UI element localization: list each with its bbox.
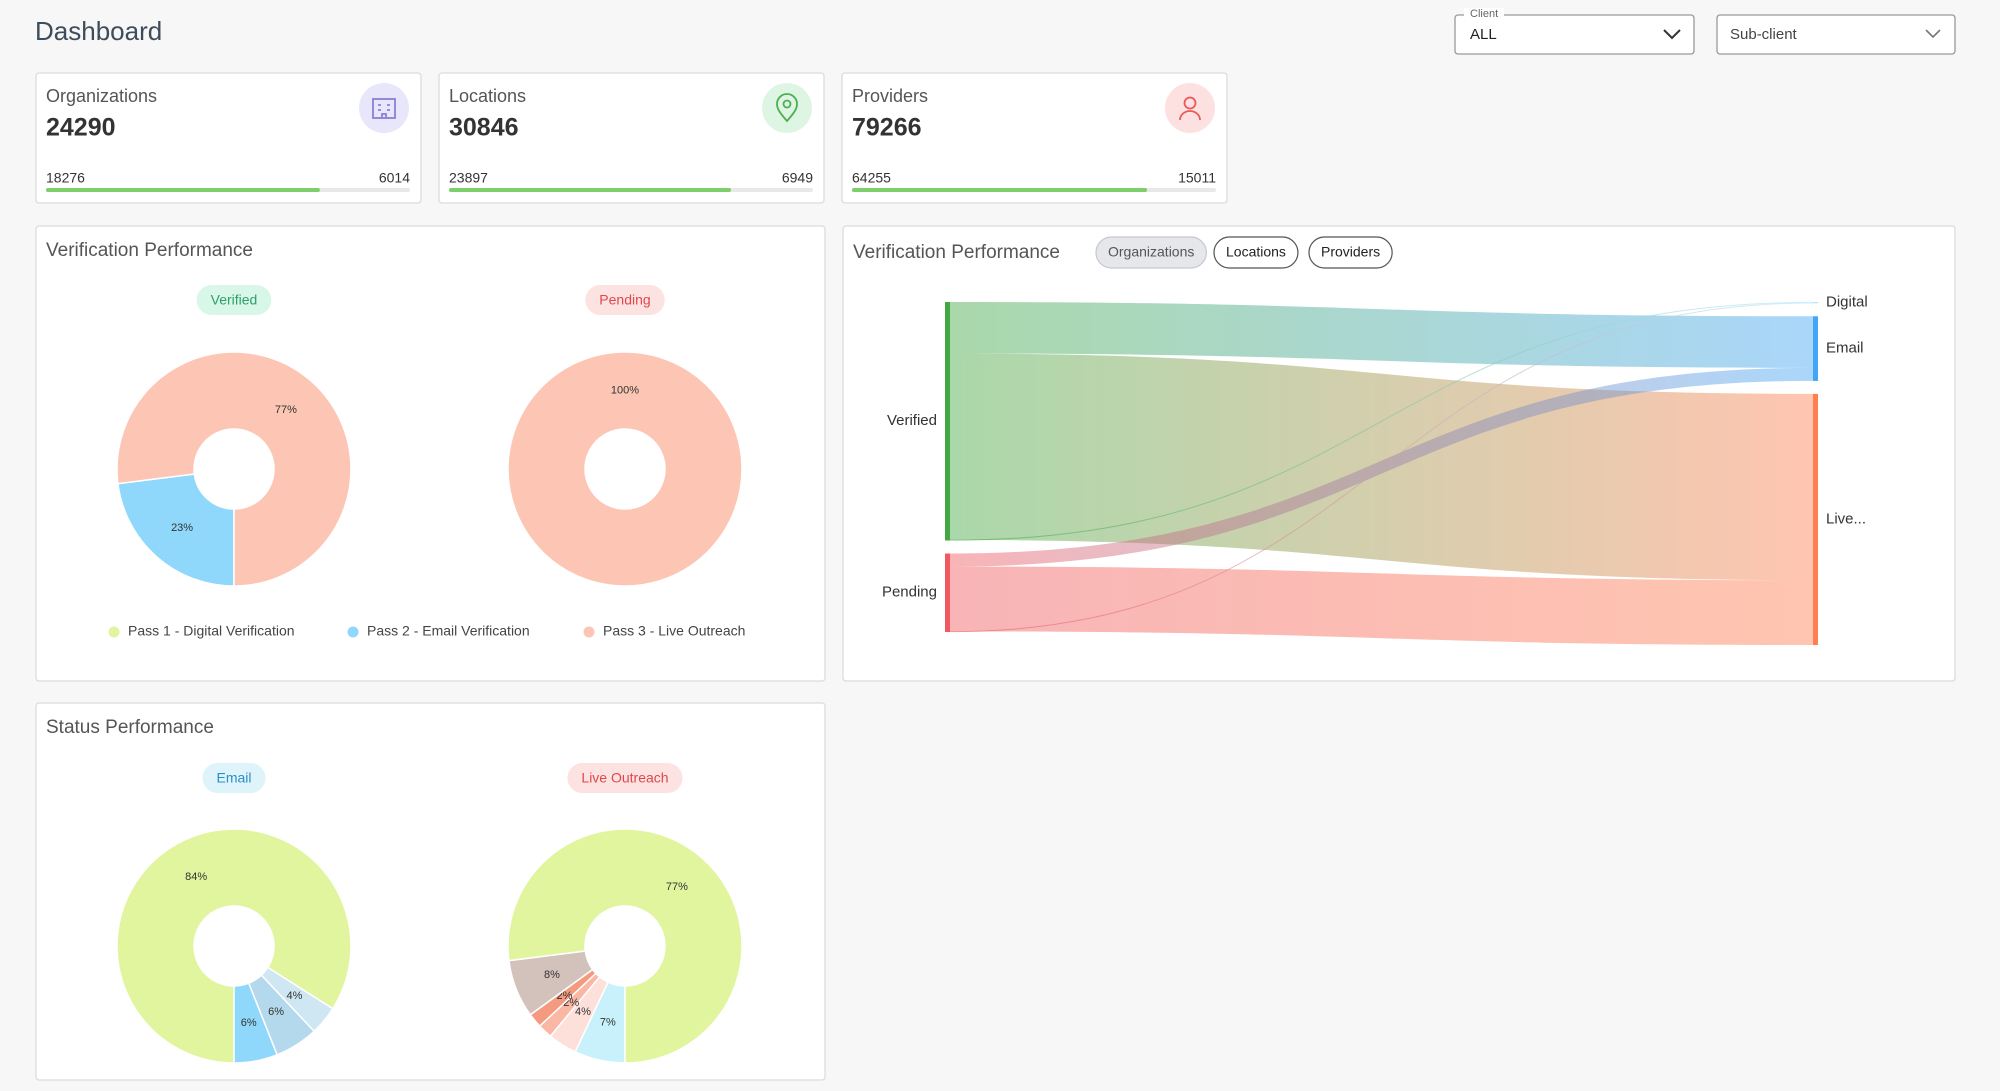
badge: [196, 285, 272, 315]
node-label: Verified: [887, 412, 937, 429]
pie-slice: [116, 351, 352, 587]
pie-label: 77%: [275, 404, 297, 416]
badge-label: Live Outreach: [581, 770, 668, 786]
chevron: [1925, 29, 1941, 39]
sankey-node: [1813, 302, 1818, 304]
kpi-pending: 15011: [1178, 170, 1216, 186]
kpi-icon-bg: [359, 83, 409, 133]
kpi-icon: [372, 98, 396, 119]
pie-label: 77%: [666, 881, 688, 893]
kpi-label: Locations: [449, 86, 526, 106]
badge-label: Email: [216, 770, 251, 786]
node-label: Pending: [882, 584, 937, 601]
sankey-node: [945, 553, 950, 632]
kpi-value: 30846: [449, 114, 519, 142]
legend-label: Pass 3 - Live Outreach: [603, 623, 745, 639]
icon-part: [776, 93, 798, 123]
tab[interactable]: Providers: [1308, 236, 1393, 269]
sankey-node: [945, 302, 950, 541]
subclient-select[interactable]: Sub-client: [1716, 14, 1956, 55]
progress-fill: [852, 188, 1148, 192]
progress-fill: [449, 188, 731, 192]
select-label: Client: [1470, 8, 1498, 20]
legend-label: Pass 1 - Digital Verification: [128, 623, 295, 639]
pie-label: 4%: [575, 1006, 591, 1018]
kpi-pending: 6014: [379, 170, 410, 186]
badge-label: Verified: [211, 292, 258, 308]
sankey-link: [950, 566, 1813, 645]
kpi-card: [841, 72, 1228, 204]
chevron: [1663, 29, 1681, 40]
node-label: Live...: [1826, 510, 1866, 527]
page-title: Dashboard: [35, 16, 162, 46]
pie-slice: [233, 982, 279, 1064]
select-box[interactable]: [1716, 14, 1956, 55]
sankey-link: [950, 302, 1813, 368]
kpi-pending: 6949: [782, 170, 813, 186]
icon-part: [378, 104, 390, 118]
pie-label: 6%: [241, 1017, 257, 1029]
card-title: Verification Performance: [853, 242, 1060, 263]
kpi-verified: 18276: [46, 170, 85, 186]
kpi-icon: [776, 93, 798, 123]
badge: [585, 285, 665, 315]
pie-label: 4%: [287, 990, 303, 1002]
icon-part: [1179, 110, 1201, 121]
links: [949, 301, 1814, 645]
sankey-link: [949, 301, 1814, 541]
pie-slice: [117, 473, 235, 587]
pie-label: 7%: [600, 1017, 616, 1029]
icon-part: [1183, 96, 1197, 110]
tab-label[interactable]: Providers: [1321, 244, 1380, 260]
card-title: Verification Performance: [46, 240, 253, 261]
pie-label: 100%: [611, 384, 639, 396]
kpi-value: 24290: [46, 114, 116, 142]
node-label: Email: [1826, 340, 1864, 357]
legend-swatch: [347, 626, 359, 638]
pie-slice: [116, 828, 352, 1064]
label-gap: [1464, 8, 1504, 20]
select-value: ALL: [1470, 26, 1497, 43]
kpi-icon: [1179, 96, 1201, 121]
icon-part: [782, 99, 792, 109]
legend-swatch: [108, 626, 120, 638]
tab[interactable]: Locations: [1213, 236, 1299, 269]
tab-pill[interactable]: [1095, 236, 1207, 269]
progress-fill: [46, 188, 320, 192]
tab-label[interactable]: Organizations: [1108, 244, 1194, 260]
kpi-card: [35, 72, 422, 204]
sankey-link: [949, 302, 1814, 633]
pie-label: 23%: [171, 522, 193, 534]
pie-label: 6%: [268, 1006, 284, 1018]
pie-slice: [507, 351, 743, 587]
sankey-node: [1813, 393, 1818, 645]
pie-label: 8%: [544, 969, 560, 981]
client-select[interactable]: Client ALL: [1454, 8, 1695, 55]
kpi-label: Organizations: [46, 86, 157, 106]
legend-label: Pass 2 - Email Verification: [367, 623, 530, 639]
select-box[interactable]: [1454, 14, 1695, 55]
badge: [202, 763, 266, 793]
node-label: Digital: [1826, 294, 1868, 311]
badge: [567, 763, 683, 793]
tab[interactable]: Organizations: [1095, 236, 1207, 269]
select-placeholder: Sub-client: [1730, 26, 1798, 43]
icon-part: [372, 98, 396, 119]
tab-pill[interactable]: [1213, 236, 1299, 269]
tab-pill[interactable]: [1308, 236, 1393, 269]
kpi-label: Providers: [852, 86, 928, 106]
legend-swatch: [583, 626, 595, 638]
tab-label[interactable]: Locations: [1226, 244, 1286, 260]
kpi-verified: 23897: [449, 170, 488, 186]
badge-label: Pending: [599, 292, 650, 308]
kpi-card: [438, 72, 825, 204]
kpi-value: 79266: [852, 114, 922, 142]
card-title: Status Performance: [46, 717, 214, 738]
pie-slice: [507, 828, 743, 1064]
pie-label: 84%: [185, 871, 207, 883]
sankey-node: [1813, 316, 1818, 381]
kpi-verified: 64255: [852, 170, 891, 186]
